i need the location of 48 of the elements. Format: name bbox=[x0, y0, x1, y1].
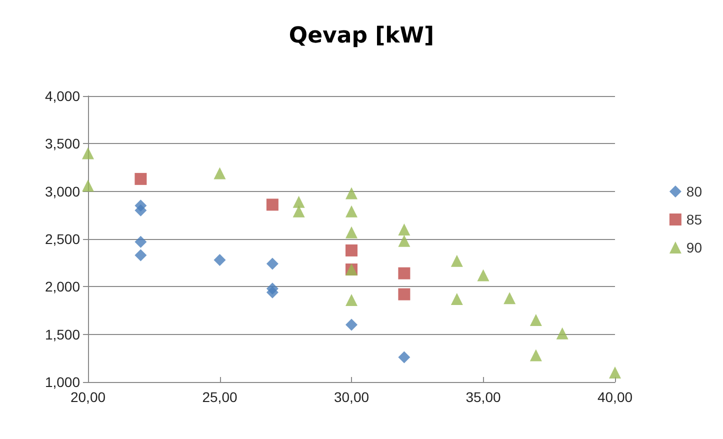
point bbox=[134, 249, 147, 262]
point bbox=[504, 292, 516, 304]
y-tick-label: 4,000 bbox=[44, 88, 80, 104]
point bbox=[134, 236, 147, 248]
y-tick-label: 1,000 bbox=[44, 374, 80, 390]
x-tick-label: 30,00 bbox=[334, 389, 370, 405]
point bbox=[530, 314, 542, 326]
point bbox=[450, 254, 463, 267]
point bbox=[398, 288, 410, 300]
point bbox=[530, 349, 542, 362]
point bbox=[346, 244, 358, 256]
legend-label: 85 bbox=[686, 212, 702, 228]
point bbox=[477, 269, 490, 282]
point bbox=[266, 198, 278, 211]
x-tick-label: 35,00 bbox=[466, 389, 501, 405]
point bbox=[450, 293, 463, 306]
point bbox=[134, 172, 147, 185]
x-tick-label: 25,00 bbox=[202, 389, 238, 405]
point bbox=[398, 234, 410, 247]
point bbox=[398, 351, 410, 364]
y-tick-label: 1,500 bbox=[44, 326, 80, 342]
point bbox=[346, 205, 358, 218]
y-tick-label: 2,000 bbox=[44, 278, 80, 295]
point bbox=[266, 286, 278, 298]
point bbox=[609, 366, 621, 378]
point bbox=[292, 205, 305, 218]
point bbox=[398, 267, 410, 280]
point bbox=[82, 147, 94, 160]
point bbox=[346, 187, 358, 200]
chart-title: Qevap [kW] bbox=[288, 24, 434, 48]
point bbox=[346, 294, 358, 306]
point bbox=[346, 226, 358, 238]
point bbox=[134, 204, 147, 216]
point bbox=[82, 180, 94, 192]
x-tick-label: 20,00 bbox=[70, 389, 106, 405]
y-tick-label: 2,500 bbox=[44, 231, 80, 247]
point bbox=[346, 318, 358, 331]
legend-label: 90 bbox=[686, 240, 702, 256]
point bbox=[556, 327, 568, 340]
legend-label: 80 bbox=[686, 184, 702, 200]
point bbox=[214, 167, 226, 180]
y-tick-label: 3,000 bbox=[44, 183, 80, 200]
point bbox=[398, 223, 410, 236]
point bbox=[266, 258, 278, 270]
y-tick-label: 3,500 bbox=[44, 136, 80, 152]
point bbox=[292, 196, 305, 208]
x-tick-label: 40,00 bbox=[597, 389, 633, 405]
point bbox=[214, 254, 226, 266]
